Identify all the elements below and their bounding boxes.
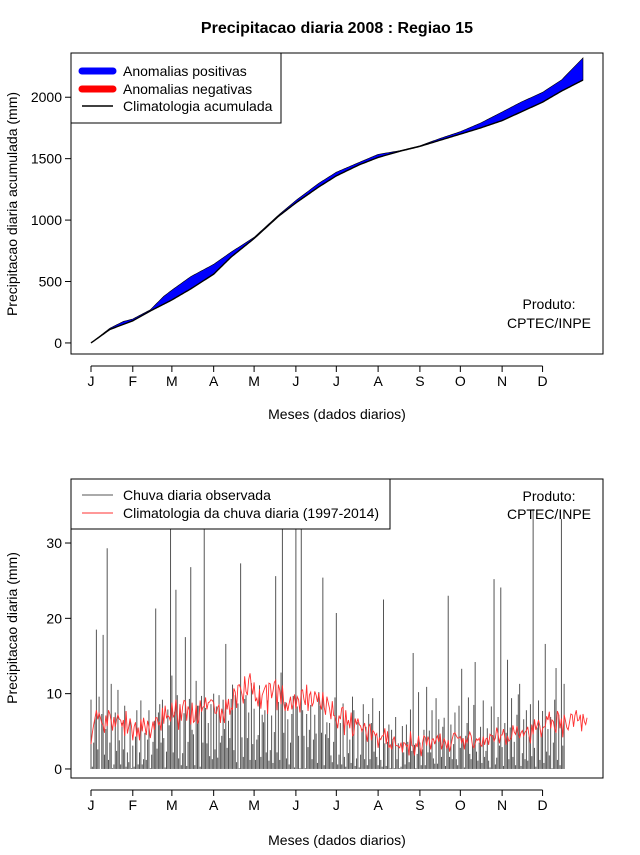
x-tick-label: M	[166, 373, 178, 389]
y-tick-label: 2000	[31, 89, 62, 105]
product-note-line2: CPTEC/INPE	[507, 506, 591, 522]
cumulative-precipitation-panel: Precipitacao diaria 2008 : Regiao 15 0 50…	[4, 20, 604, 422]
x-tick-label: O	[455, 797, 466, 813]
x-tick-label: F	[129, 373, 138, 389]
x-tick-label: A	[209, 797, 219, 813]
y-tick-label: 0	[54, 335, 62, 351]
x-tick-label: M	[166, 797, 178, 813]
legend-label-observed: Chuva diaria observada	[123, 487, 271, 503]
x-tick-label: J	[333, 797, 340, 813]
legend-label-negative: Anomalias negativas	[123, 81, 252, 97]
y-axis: 0 10 20 30	[46, 535, 71, 777]
x-axis-label: Meses (dados diarios)	[268, 832, 406, 848]
legend-box	[70, 478, 391, 530]
x-tick-label: A	[373, 373, 383, 389]
x-tick-label: J	[292, 797, 299, 813]
y-axis-label: Precipitacao diaria acumulada (mm)	[4, 92, 20, 316]
climatology-daily-line	[90, 673, 588, 757]
y-tick-label: 500	[39, 274, 63, 290]
climatology-line-group	[90, 673, 588, 757]
x-tick-label: M	[248, 373, 260, 389]
legend-label-climatology: Climatologia da chuva diaria (1997-2014)	[123, 505, 379, 521]
plot-frame	[70, 52, 604, 355]
x-tick-label: D	[537, 373, 547, 389]
y-tick-label: 1500	[31, 151, 62, 167]
y-tick-label: 30	[46, 535, 62, 551]
x-tick-label: S	[415, 797, 424, 813]
legend-label-climatology: Climatologia acumulada	[123, 98, 273, 114]
climatology-cumulative-line	[90, 79, 584, 344]
daily-precipitation-panel: 0 10 20 30 J F M A M J J A S O N D Precipitacao diaria…	[4, 478, 604, 848]
x-tick-label: J	[333, 373, 340, 389]
product-note-line1: Produto:	[523, 296, 576, 312]
x-tick-label: A	[209, 373, 219, 389]
x-tick-label: F	[129, 797, 138, 813]
y-tick-label: 10	[46, 686, 62, 702]
legend-label-positive: Anomalias positivas	[123, 63, 247, 79]
x-axis-label: Meses (dados diarios)	[268, 406, 406, 422]
y-axis-label: Precipitacao diaria (mm)	[4, 552, 20, 704]
y-tick-label: 1000	[31, 212, 62, 228]
product-note-line1: Produto:	[523, 488, 576, 504]
x-tick-label: A	[373, 797, 383, 813]
legend: Anomalias positivas Anomalias negativas …	[70, 52, 282, 124]
product-note-line2: CPTEC/INPE	[507, 315, 591, 331]
x-tick-label: N	[497, 797, 507, 813]
x-tick-label: N	[497, 373, 507, 389]
chart-title: Precipitacao diaria 2008 : Regiao 15	[201, 20, 473, 37]
x-tick-label: S	[415, 373, 424, 389]
y-axis: 0 500 1000 1500 2000	[31, 89, 71, 351]
x-tick-label: M	[248, 797, 260, 813]
y-tick-label: 0	[54, 761, 62, 777]
x-tick-label: J	[88, 797, 95, 813]
observed-rain-bars	[90, 509, 565, 769]
cumulative-lines	[90, 79, 584, 344]
y-tick-label: 20	[46, 610, 62, 626]
legend: Chuva diaria observada Climatologia da c…	[70, 478, 391, 530]
x-tick-label: D	[537, 797, 547, 813]
x-tick-label: J	[292, 373, 299, 389]
x-tick-label: O	[455, 373, 466, 389]
x-tick-label: J	[88, 373, 95, 389]
